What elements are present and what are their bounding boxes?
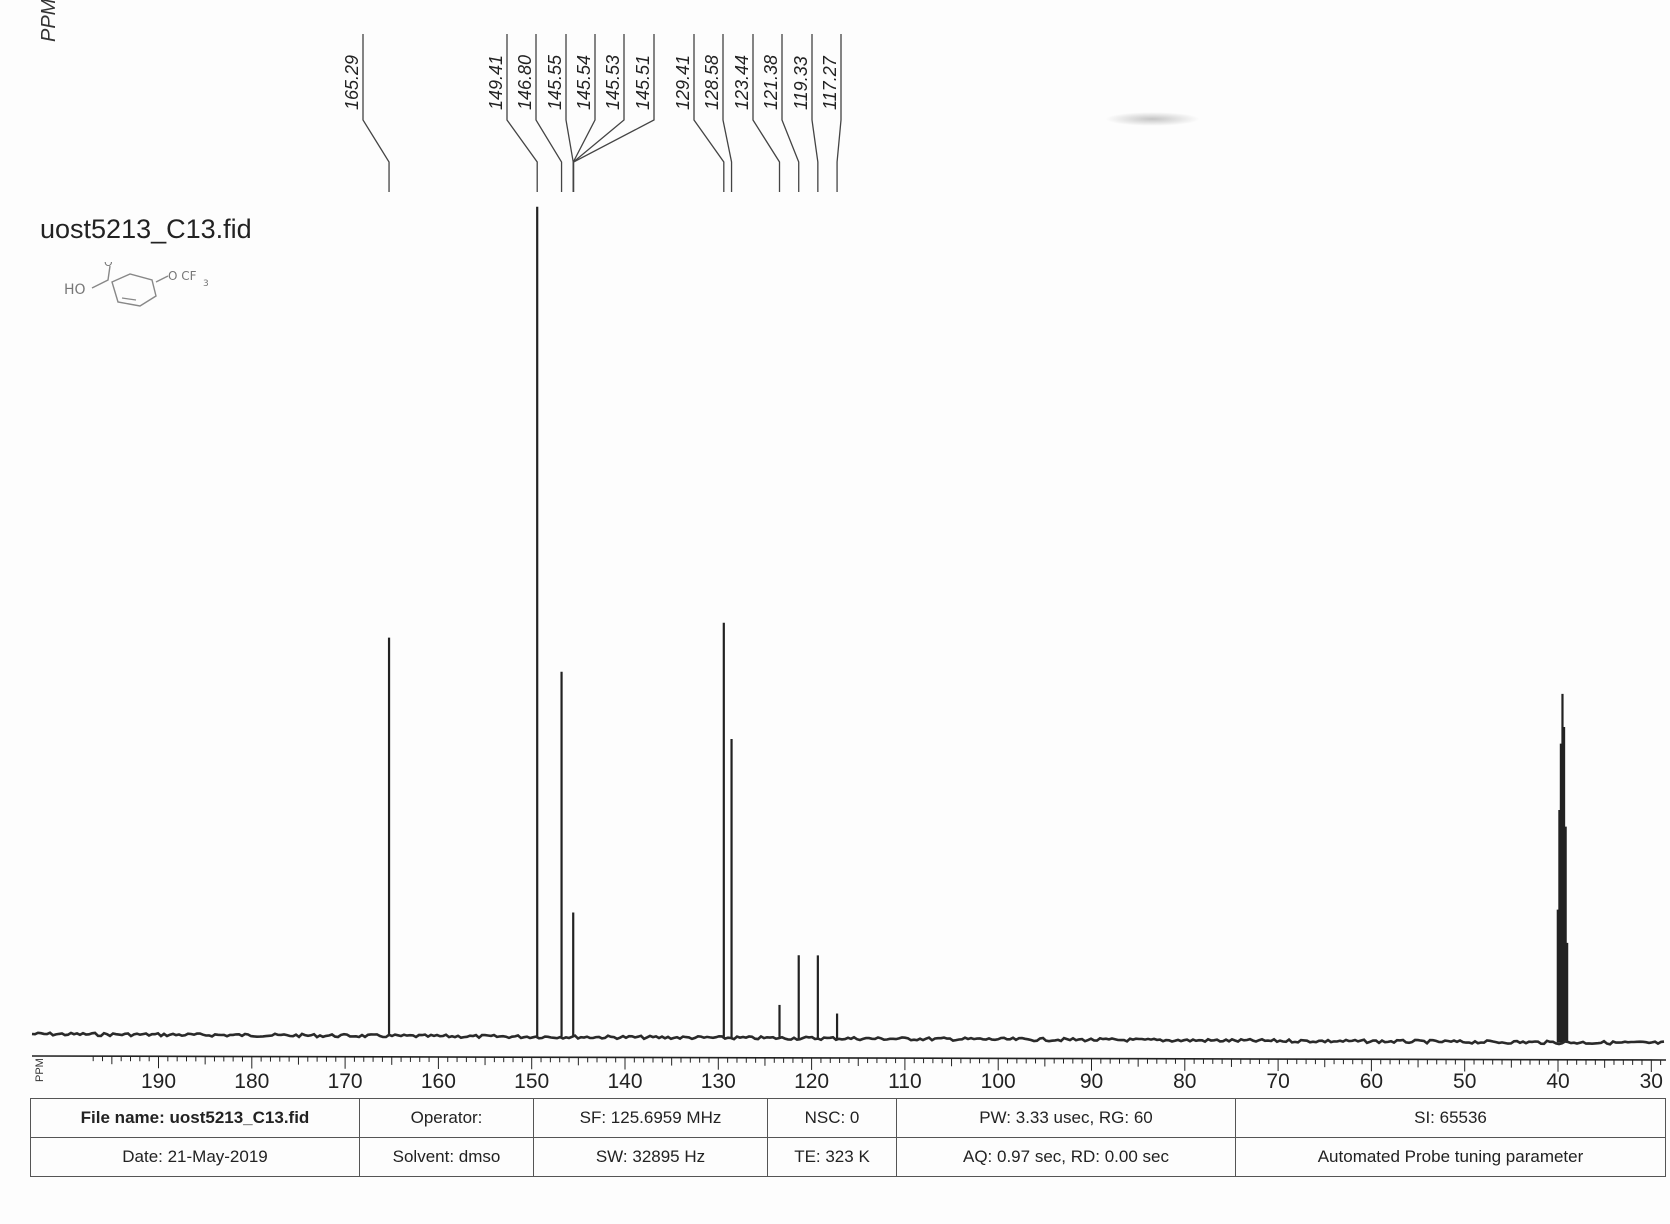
- tick-label-150: 150: [514, 1070, 549, 1093]
- spectrum-title: uost5213_C13.fid: [40, 214, 252, 244]
- operator-cell: Operator:: [359, 1098, 534, 1138]
- structure-sketch: HO O O CF 3: [64, 262, 209, 307]
- tick-label-140: 140: [607, 1070, 642, 1093]
- acquisition-parameters-table: File name: uost5213_C13.fid Operator: SF…: [30, 1098, 1666, 1177]
- file-name-cell: File name: uost5213_C13.fid: [30, 1098, 360, 1138]
- peak-label-6: 145.51: [633, 55, 653, 110]
- peak-leader-0: [362, 34, 390, 192]
- peak-label-1: 149.41: [486, 55, 506, 110]
- peak-label-2: 146.80: [515, 55, 535, 110]
- peak-leader-11: [811, 34, 819, 192]
- peak-leader-6: [572, 34, 655, 192]
- sf-cell: SF: 125.6959 MHz: [533, 1098, 768, 1138]
- peak-label-10: 121.38: [761, 55, 781, 110]
- si-cell: SI: 65536: [1235, 1098, 1666, 1138]
- peak-label-8: 128.58: [702, 55, 722, 110]
- peak-leader-1: [506, 34, 538, 192]
- peak-label-leaders: [362, 34, 842, 192]
- peak-label-3: 145.55: [545, 54, 565, 110]
- tick-label-90: 90: [1080, 1070, 1103, 1093]
- tick-label-70: 70: [1266, 1070, 1289, 1093]
- tick-label-130: 130: [701, 1070, 736, 1093]
- svg-text:O: O: [104, 262, 113, 269]
- peak-leader-2: [535, 34, 563, 192]
- peak-leader-8: [722, 34, 733, 192]
- peak-label-12: 117.27: [820, 55, 840, 110]
- peak-leader-7: [693, 34, 725, 192]
- tick-label-60: 60: [1360, 1070, 1383, 1093]
- peak-leader-10: [781, 34, 800, 192]
- nsc-cell: NSC: 0: [767, 1098, 897, 1138]
- peak-leader-12: [836, 34, 842, 192]
- tick-label-80: 80: [1173, 1070, 1196, 1093]
- aq-cell: AQ: 0.97 sec, RD: 0.00 sec: [896, 1137, 1236, 1177]
- tick-label-100: 100: [981, 1070, 1016, 1093]
- tick-label-50: 50: [1453, 1070, 1476, 1093]
- peak-series: [387, 206, 1569, 1043]
- tick-label-110: 110: [888, 1070, 921, 1093]
- peak-leader-9: [752, 34, 781, 192]
- peak-label-0: 165.29: [342, 55, 362, 110]
- pw-cell: PW: 3.33 usec, RG: 60: [896, 1098, 1236, 1138]
- sw-cell: SW: 32895 Hz: [533, 1137, 768, 1177]
- peak-label-5: 145.53: [603, 55, 623, 110]
- date-cell: Date: 21-May-2019: [30, 1137, 360, 1177]
- tick-label-120: 120: [794, 1070, 829, 1093]
- baseline-noise: [31, 1031, 1665, 1046]
- tick-label-160: 160: [421, 1070, 456, 1093]
- peak-label-9: 123.44: [732, 55, 752, 110]
- peak-label-11: 119.33: [791, 56, 811, 110]
- tick-label-190: 190: [141, 1070, 176, 1093]
- axis-unit-label: PPM: [34, 1058, 46, 1082]
- te-cell: TE: 323 K: [767, 1137, 897, 1177]
- peak-labels: 165.29 149.41 146.80 145.55 145.54 145.53 145.…: [342, 54, 840, 110]
- paper-smudge: [1105, 112, 1200, 126]
- svg-text:HO: HO: [64, 282, 86, 298]
- tick-label-180: 180: [234, 1070, 269, 1093]
- probe-cell: Automated Probe tuning parameter: [1235, 1137, 1666, 1177]
- solvent-cell: Solvent: dmso: [359, 1137, 534, 1177]
- svg-text:O CF: O CF: [168, 269, 197, 283]
- tick-label-40: 40: [1546, 1070, 1569, 1093]
- svg-text:3: 3: [203, 279, 209, 289]
- peak-label-4: 145.54: [574, 55, 594, 110]
- tick-label-30: 30: [1640, 1070, 1663, 1093]
- tick-label-170: 170: [328, 1070, 363, 1093]
- peak-label-7: 129.41: [673, 55, 693, 110]
- peak-leader-3: [565, 34, 574, 192]
- ppm-axis: 190 180 170 160 150 140 130 120 110 100 90 80 70 60 50…: [31, 1055, 1667, 1093]
